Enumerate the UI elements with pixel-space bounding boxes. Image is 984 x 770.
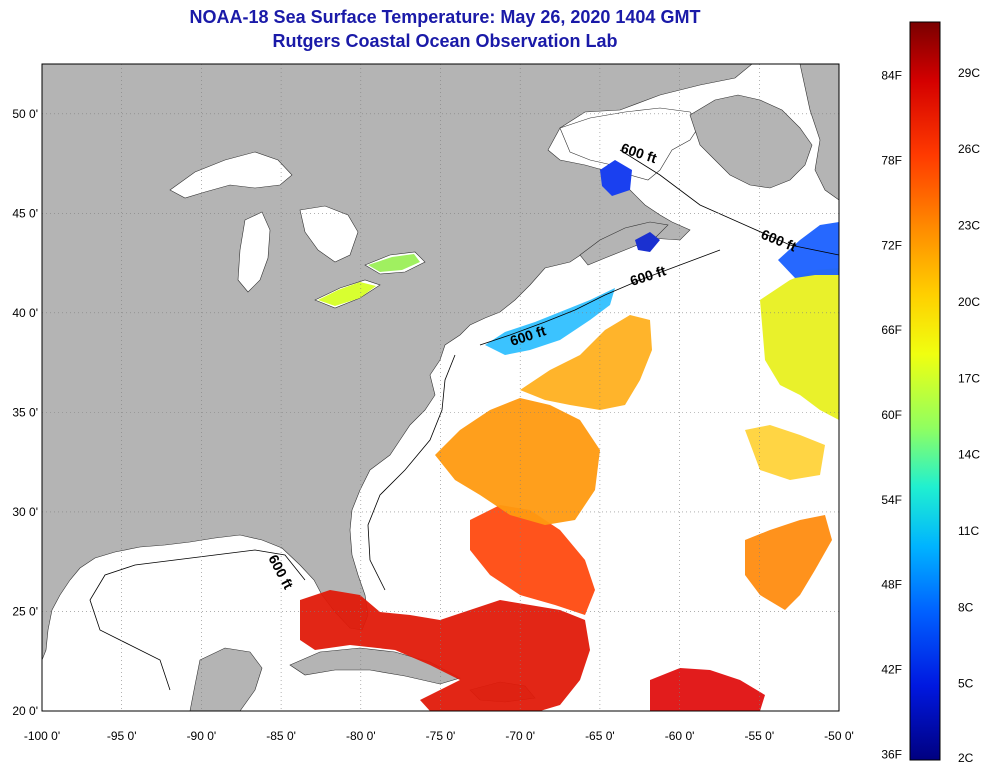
land-cuba xyxy=(289,647,461,685)
sst-patch-bay-of-fundy xyxy=(635,232,660,252)
land-yucatan xyxy=(189,647,263,711)
map-frame xyxy=(41,63,840,712)
latitude-label: 50 0' xyxy=(12,107,38,121)
sst-patch-gulfstream xyxy=(520,315,652,410)
sst-patch-gulf-st-lawrence xyxy=(600,160,632,196)
colorbar-f-label: 54F xyxy=(881,493,902,507)
colorbar-c-label: 26C xyxy=(958,142,980,156)
colorbar-c-label: 17C xyxy=(958,371,980,385)
sst-patch-lake-ontario xyxy=(368,254,420,272)
colorbar-c-label: 20C xyxy=(958,295,980,309)
sst-patch-sargasso-mid xyxy=(435,398,600,525)
longitude-label: -100 0' xyxy=(24,729,60,743)
colorbar-celsius-labels: 29C 26C 23C 20C 17C 14C 11C 8C 5C 2C xyxy=(958,66,980,765)
map-title: NOAA-18 Sea Surface Temperature: May 26,… xyxy=(189,7,701,27)
land-labrador-coast xyxy=(799,64,839,201)
colorbar-f-label: 36F xyxy=(881,747,902,761)
sst-patch-south-east-red xyxy=(650,668,765,711)
longitude-label: -70 0' xyxy=(505,729,535,743)
sst-patch-labrador-cold xyxy=(778,222,839,278)
sst-patch-east-yellow xyxy=(760,268,839,420)
gulf-st-lawrence xyxy=(559,107,701,181)
longitude-label: -95 0' xyxy=(107,729,137,743)
isobath-600ft xyxy=(89,149,840,691)
sst-patch-east-yellow-2 xyxy=(745,425,825,480)
longitude-label: -50 0' xyxy=(824,729,854,743)
colorbar-scale xyxy=(909,21,941,761)
colorbar-c-label: 2C xyxy=(958,751,974,765)
colorbar-c-label: 11C xyxy=(958,524,979,538)
sst-patch-caribbean xyxy=(300,590,590,711)
longitude-label: -65 0' xyxy=(585,729,615,743)
longitude-label: -85 0' xyxy=(266,729,296,743)
colorbar-c-label: 5C xyxy=(958,677,974,691)
colorbar-fahrenheit-labels: 84F 78F 72F 66F 60F 54F 48F 42F 36F xyxy=(881,69,902,762)
lake-michigan xyxy=(237,211,271,293)
longitude-label: -60 0' xyxy=(665,729,695,743)
longitude-label: -80 0' xyxy=(346,729,376,743)
sst-patch-slope-cool xyxy=(485,288,615,355)
colorbar-c-label: 29C xyxy=(958,66,980,80)
longitude-labels: -100 0' -95 0' -90 0' -85 0' -80 0' -75 0' -70… xyxy=(24,729,854,743)
sst-data-layer xyxy=(300,160,839,711)
latitude-labels: 20 0' 25 0' 30 0' 35 0' 40 0' 45 0' 50 0' xyxy=(12,107,38,718)
sst-patch-east-orange xyxy=(745,515,832,610)
map-subtitle: Rutgers Coastal Ocean Observation Lab xyxy=(272,31,618,51)
land-nova-scotia xyxy=(579,221,669,266)
latitude-label: 20 0' xyxy=(12,704,38,718)
land-newfoundland xyxy=(689,94,813,189)
latitude-label: 25 0' xyxy=(12,604,38,618)
longitude-label: -55 0' xyxy=(744,729,774,743)
graticule xyxy=(42,64,839,711)
colorbar-f-label: 72F xyxy=(881,238,902,252)
lake-huron xyxy=(299,205,359,263)
latitude-label: 40 0' xyxy=(12,306,38,320)
colorbar-f-label: 60F xyxy=(881,408,902,422)
colorbar-f-label: 84F xyxy=(881,69,902,83)
colorbar-f-label: 78F xyxy=(881,154,902,168)
colorbar-f-label: 66F xyxy=(881,323,902,337)
lake-superior xyxy=(169,151,293,199)
colorbar-c-label: 14C xyxy=(958,448,980,462)
latitude-label: 35 0' xyxy=(12,405,38,419)
colorbar-f-label: 42F xyxy=(881,663,902,677)
colorbar-c-label: 8C xyxy=(958,600,974,614)
longitude-label: -90 0' xyxy=(187,729,217,743)
colorbar-c-label: 23C xyxy=(958,219,980,233)
sst-patch-lake-erie xyxy=(318,282,376,306)
sst-patch-sargasso-south xyxy=(470,505,595,615)
latitude-label: 30 0' xyxy=(12,505,38,519)
longitude-label: -75 0' xyxy=(426,729,456,743)
colorbar-f-label: 48F xyxy=(881,578,902,592)
latitude-label: 45 0' xyxy=(12,206,38,220)
